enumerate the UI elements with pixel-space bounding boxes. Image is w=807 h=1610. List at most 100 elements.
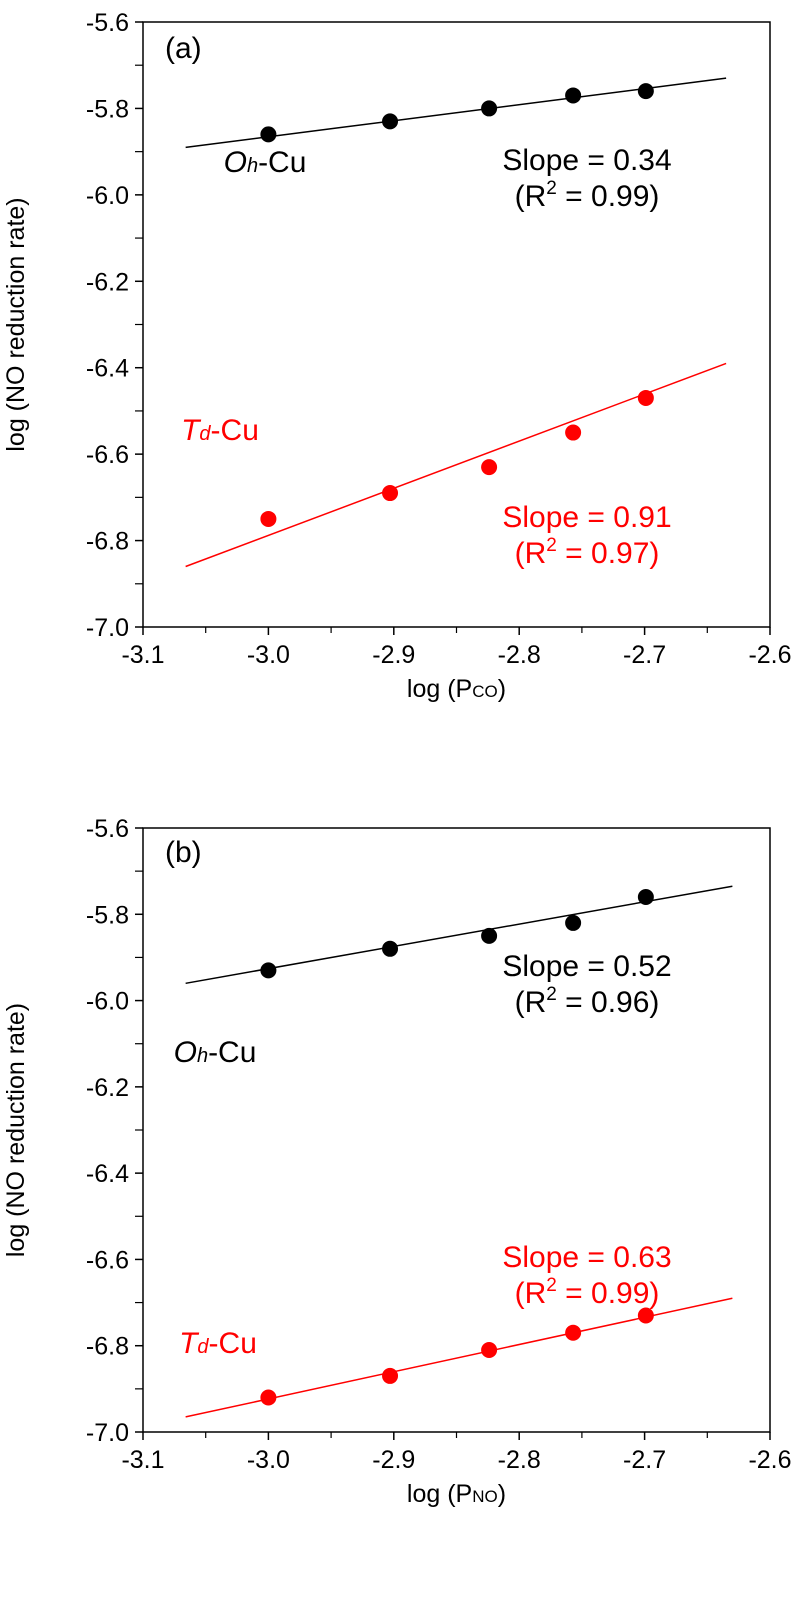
- y-tick-label: -5.8: [86, 901, 129, 929]
- fit-line: [185, 362, 727, 568]
- x-axis-label: log (PCO): [407, 675, 506, 703]
- r2-post: = 0.99): [557, 1277, 660, 1310]
- r2-pre: (R: [515, 180, 547, 213]
- data-point: [565, 914, 582, 931]
- series-Td-Cu: Td-Cu Slope = 0.91(R2 = 0.97): [181, 362, 727, 570]
- y-tick-label: -6.0: [86, 182, 129, 210]
- panel-a: -7.0 -6.8 -6.6 -6.4 -6.2 -6.0 -5.8 -5.6 -3.1 -3.0…: [2, 9, 792, 703]
- series-label-sub: d: [197, 1336, 209, 1358]
- data-point: [565, 424, 582, 441]
- r2-pre: (R: [515, 537, 547, 570]
- data-point: [565, 87, 582, 104]
- series-label-italic: T: [179, 1327, 200, 1360]
- r2-sup: 2: [546, 984, 557, 1005]
- data-point: [481, 927, 498, 944]
- series-Td-Cu: Td-Cu Slope = 0.63(R2 = 0.99): [179, 1241, 733, 1418]
- x-axis-label: log (PNO): [407, 1480, 506, 1508]
- series-label: Td-Cu: [179, 1327, 257, 1360]
- y-tick-label: -5.8: [86, 95, 129, 123]
- data-point: [565, 1324, 582, 1341]
- series-label-rest: -Cu: [211, 414, 259, 447]
- y-axis-label: log (NO reduction rate): [2, 1003, 30, 1257]
- y-tick-label: -6.4: [86, 1160, 129, 1188]
- y-tick-label: -5.6: [86, 9, 129, 37]
- series-label-sub: h: [197, 1045, 208, 1067]
- series-label-rest: -Cu: [209, 1327, 257, 1360]
- series-Oh-Cu: Oh-Cu Slope = 0.52(R2 = 0.96): [174, 885, 733, 1069]
- r2-post: = 0.97): [557, 537, 660, 570]
- series-label-sub: h: [247, 155, 258, 177]
- data-point: [382, 940, 399, 957]
- series-Oh-Cu: Oh-Cu Slope = 0.34(R2 = 0.99): [185, 77, 727, 213]
- data-point: [637, 889, 654, 906]
- y-tick-label: -6.0: [86, 988, 129, 1016]
- data-point: [481, 459, 498, 476]
- r2-annotation: (R2 = 0.99): [515, 1275, 660, 1310]
- series-label-rest: -Cu: [258, 146, 306, 179]
- y-tick-label: -6.6: [86, 1246, 129, 1274]
- data-point: [260, 510, 277, 527]
- r2-post: = 0.96): [557, 986, 660, 1019]
- x-axis-label-sub: NO: [472, 1487, 498, 1506]
- x-tick-label: -2.7: [623, 1446, 666, 1474]
- data-point: [260, 126, 277, 143]
- y-tick-label: -7.0: [86, 614, 129, 642]
- y-tick-label: -5.6: [86, 815, 129, 843]
- data-point: [382, 1367, 399, 1384]
- series-label-italic: T: [181, 414, 202, 447]
- x-tick-label: -2.8: [498, 641, 541, 669]
- x-tick-label: -2.9: [372, 1446, 415, 1474]
- x-axis-label-main: log (P: [407, 675, 472, 703]
- x-tick-label: -2.6: [748, 1446, 791, 1474]
- r2-annotation: (R2 = 0.96): [515, 984, 660, 1019]
- r2-post: = 0.99): [557, 180, 660, 213]
- r2-sup: 2: [546, 535, 557, 556]
- x-tick-label: -2.6: [748, 641, 791, 669]
- panel-label: (b): [165, 836, 202, 869]
- x-tick-label: -3.1: [121, 641, 164, 669]
- data-point: [481, 1342, 498, 1359]
- slope-annotation: Slope = 0.34: [502, 144, 671, 177]
- y-tick-label: -6.2: [86, 268, 129, 296]
- x-axis-label-close: ): [498, 1480, 506, 1508]
- series-label: Oh-Cu: [174, 1036, 257, 1069]
- x-tick-label: -2.7: [623, 641, 666, 669]
- r2-sup: 2: [546, 178, 557, 199]
- r2-annotation: (R2 = 0.99): [515, 178, 660, 213]
- y-tick-label: -6.8: [86, 528, 129, 556]
- data-point: [260, 1389, 277, 1406]
- r2-pre: (R: [515, 986, 547, 1019]
- x-axis-label-sub: CO: [472, 682, 498, 701]
- x-tick-label: -3.0: [247, 641, 290, 669]
- data-point: [382, 485, 399, 502]
- series-label-sub: d: [199, 423, 211, 445]
- slope-annotation: Slope = 0.91: [502, 501, 671, 534]
- series-label: Oh-Cu: [224, 146, 307, 179]
- x-tick-label: -2.8: [498, 1446, 541, 1474]
- x-tick-label: -3.0: [247, 1446, 290, 1474]
- x-tick-label: -2.9: [372, 641, 415, 669]
- series-label-rest: -Cu: [208, 1036, 256, 1069]
- series-label: Td-Cu: [181, 414, 259, 447]
- r2-sup: 2: [546, 1275, 557, 1296]
- series-label-italic: O: [174, 1036, 197, 1069]
- y-axis-label: log (NO reduction rate): [2, 197, 30, 451]
- x-axis-label-main: log (P: [407, 1480, 472, 1508]
- panel-label: (a): [165, 32, 202, 65]
- slope-annotation: Slope = 0.63: [502, 1241, 671, 1274]
- y-tick-label: -6.2: [86, 1074, 129, 1102]
- y-tick-label: -6.8: [86, 1333, 129, 1361]
- data-point: [637, 1307, 654, 1324]
- data-point: [382, 113, 399, 130]
- r2-annotation: (R2 = 0.97): [515, 535, 660, 570]
- slope-annotation: Slope = 0.52: [502, 950, 671, 983]
- data-point: [260, 962, 277, 979]
- x-axis-label-close: ): [498, 675, 506, 703]
- series-label-italic: O: [224, 146, 247, 179]
- data-point: [481, 100, 498, 117]
- y-tick-label: -6.4: [86, 355, 129, 383]
- y-tick-label: -6.6: [86, 441, 129, 469]
- r2-pre: (R: [515, 1277, 547, 1310]
- data-point: [637, 389, 654, 406]
- y-tick-label: -7.0: [86, 1419, 129, 1447]
